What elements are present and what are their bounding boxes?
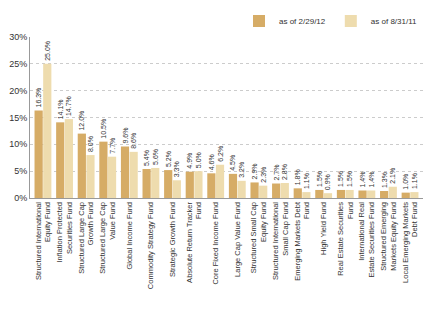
svg-text:1.4%: 1.4%	[368, 172, 375, 188]
svg-text:0.9%: 0.9%	[324, 174, 331, 190]
svg-text:Core Fixed Income Fund: Core Fixed Income Fund	[211, 202, 220, 285]
svg-text:1.0%: 1.0%	[402, 174, 409, 190]
svg-text:12.0%: 12.0%	[78, 111, 85, 131]
svg-text:1.4%: 1.4%	[359, 172, 366, 188]
svg-text:1.5%: 1.5%	[337, 171, 344, 187]
svg-text:14.1%: 14.1%	[57, 99, 64, 119]
svg-text:Commodity Strategy Fund: Commodity Strategy Fund	[146, 202, 155, 289]
svg-text:5%: 5%	[14, 166, 27, 176]
svg-text:2.3%: 2.3%	[260, 167, 267, 183]
svg-text:3.3%: 3.3%	[173, 161, 180, 177]
svg-text:Strategic Growth Fund: Strategic Growth Fund	[168, 202, 177, 277]
svg-text:Structured Small CapEquity Fun: Structured Small CapEquity Fund	[249, 202, 268, 273]
svg-text:1.1%: 1.1%	[303, 173, 310, 189]
svg-text:6.2%: 6.2%	[217, 146, 224, 162]
svg-text:2.1%: 2.1%	[389, 168, 396, 184]
svg-text:1.5%: 1.5%	[316, 171, 323, 187]
svg-text:25%: 25%	[9, 59, 27, 69]
svg-text:Inflation ProtectedSecurities: Inflation ProtectedSecurities Fund	[55, 202, 74, 262]
svg-text:9.6%: 9.6%	[122, 128, 129, 144]
svg-text:Structured InternationalEquity: Structured InternationalEquity Fund	[34, 202, 53, 280]
svg-text:1.5%: 1.5%	[346, 171, 353, 187]
svg-text:as of 2/29/12: as of 2/29/12	[279, 17, 326, 26]
svg-text:15%: 15%	[9, 113, 27, 123]
svg-text:10%: 10%	[9, 139, 27, 149]
svg-text:Structured InternationalSmall: Structured InternationalSmall Cap Fund	[271, 202, 290, 280]
svg-text:8.0%: 8.0%	[87, 136, 94, 152]
svg-text:0%: 0%	[14, 193, 27, 203]
svg-text:5.0%: 5.0%	[195, 152, 202, 168]
svg-text:14.7%: 14.7%	[65, 96, 72, 116]
svg-text:1.1%: 1.1%	[411, 173, 418, 189]
svg-text:Absolute Return TrackerFund: Absolute Return TrackerFund	[185, 202, 204, 283]
svg-text:2.7%: 2.7%	[273, 165, 280, 181]
svg-text:2.9%: 2.9%	[251, 163, 258, 179]
svg-text:8.6%: 8.6%	[130, 133, 137, 149]
svg-text:4.5%: 4.5%	[229, 155, 236, 171]
svg-text:Structured EmergingMarkets Equ: Structured EmergingMarkets Equity Fund	[379, 202, 398, 271]
svg-text:5.2%: 5.2%	[165, 151, 172, 167]
svg-text:Large Cap Value Fund: Large Cap Value Fund	[233, 202, 242, 277]
svg-text:Structured Large CapGrowth Fun: Structured Large CapGrowth Fund	[77, 202, 96, 274]
svg-text:5.6%: 5.6%	[152, 149, 159, 165]
svg-text:1.3%: 1.3%	[381, 172, 388, 188]
svg-text:5.4%: 5.4%	[143, 150, 150, 166]
svg-text:20%: 20%	[9, 86, 27, 96]
svg-text:4.6%: 4.6%	[208, 154, 215, 170]
svg-text:Real Estate SecuritiesFund: Real Estate SecuritiesFund	[336, 202, 355, 276]
svg-text:Local Emerging MarketsDebt Fun: Local Emerging MarketsDebt Fund	[401, 202, 420, 283]
svg-text:Global Income Fund: Global Income Fund	[125, 202, 134, 270]
svg-text:10.5%: 10.5%	[100, 119, 107, 139]
svg-text:4.9%: 4.9%	[186, 153, 193, 169]
svg-text:1.8%: 1.8%	[294, 169, 301, 185]
svg-text:7.7%: 7.7%	[109, 138, 116, 154]
svg-text:3.2%: 3.2%	[238, 162, 245, 178]
svg-text:International RealEstate Secur: International RealEstate Securities Fund	[357, 202, 376, 278]
svg-text:as of 8/31/11: as of 8/31/11	[371, 17, 417, 26]
svg-text:High Yield Fund: High Yield Fund	[319, 202, 328, 255]
svg-text:25.0%: 25.0%	[44, 41, 51, 61]
svg-text:Structured Large CapValue Fund: Structured Large CapValue Fund	[98, 202, 117, 274]
svg-text:30%: 30%	[9, 32, 27, 42]
svg-text:Emerging Markets DebtFund: Emerging Markets DebtFund	[293, 201, 312, 281]
svg-text:16.3%: 16.3%	[35, 88, 42, 108]
svg-text:2.8%: 2.8%	[281, 164, 288, 180]
